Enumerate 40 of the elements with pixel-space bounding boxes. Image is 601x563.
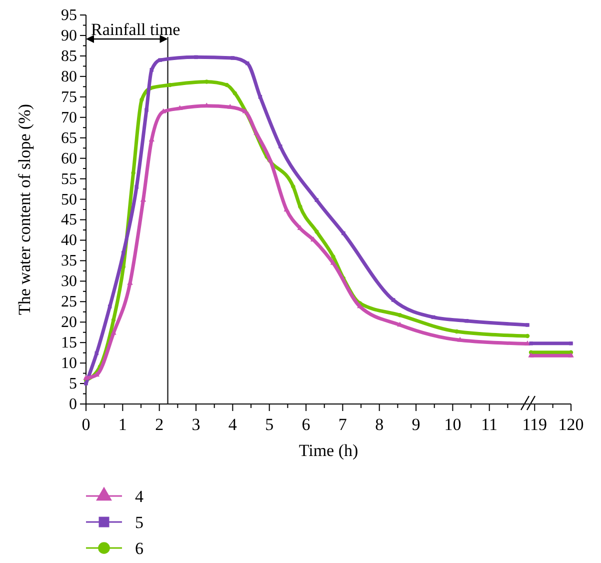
x-tick-label: 2	[155, 415, 164, 434]
y-tick-label: 95	[61, 7, 77, 24]
y-tick-label: 20	[61, 314, 77, 332]
y-tick-label: 15	[61, 334, 77, 352]
y-tick-label: 35	[61, 252, 77, 270]
x-tick-label: 120	[558, 415, 584, 434]
ref-line-label: Rainfall time	[91, 20, 180, 39]
y-tick-label: 75	[61, 88, 77, 106]
x-tick-label: 7	[338, 415, 348, 434]
y-tick-label: 55	[61, 170, 77, 188]
y-tick-label: 70	[61, 109, 77, 126]
x-axis-title: Time (h)	[298, 441, 358, 460]
y-tick-label: 45	[61, 212, 77, 229]
y-tick-label: 50	[61, 191, 77, 208]
y-tick-label: 65	[61, 130, 77, 147]
x-tick-label: 6	[302, 415, 310, 434]
y-tick-label: 80	[61, 68, 77, 86]
legend-label: 4	[135, 487, 144, 506]
y-tick-label: 85	[61, 48, 77, 65]
x-tick-label: 4	[228, 415, 238, 434]
x-tick-label: 3	[192, 415, 200, 434]
y-tick-label: 5	[69, 376, 77, 393]
x-tick-label: 0	[82, 415, 90, 434]
x-tick-label: 1	[118, 415, 127, 434]
y-tick-label: 10	[61, 355, 77, 372]
x-tick-label: 119	[522, 415, 548, 434]
x-tick-label: 5	[265, 415, 274, 434]
y-tick-label: 90	[61, 27, 77, 44]
x-tick-label: 9	[412, 415, 420, 434]
y-tick-label: 30	[61, 273, 77, 290]
y-tick-label: 0	[69, 396, 77, 413]
y-tick-label: 60	[61, 150, 77, 168]
y-tick-label: 25	[61, 294, 77, 311]
x-tick-label: 11	[481, 415, 498, 434]
y-axis-title: The water content of slope (%)	[15, 104, 34, 315]
x-tick-label: 10	[444, 415, 462, 434]
x-tick-label: 8	[375, 415, 384, 434]
legend-label: 6	[135, 539, 144, 558]
legend-label: 5	[135, 513, 144, 532]
y-tick-label: 40	[61, 232, 77, 250]
